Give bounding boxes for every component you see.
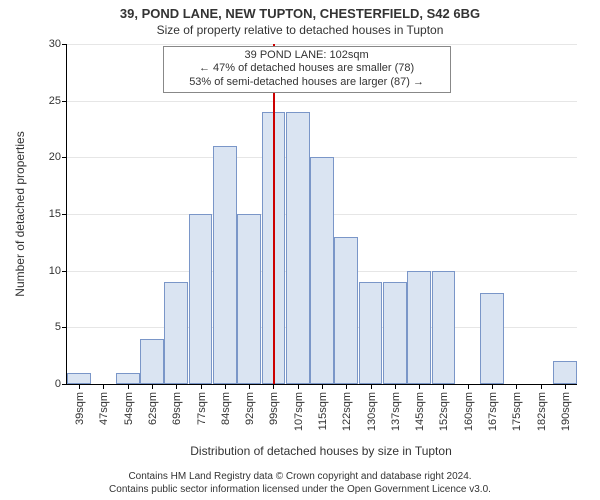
x-tick-mark (79, 384, 80, 389)
x-tick-mark (298, 384, 299, 389)
y-tick-label: 25 (49, 95, 67, 107)
x-tick-mark (443, 384, 444, 389)
x-tick-label: 152sqm (436, 392, 450, 431)
x-tick-label: 62sqm (145, 392, 159, 425)
x-tick-label: 54sqm (121, 392, 135, 425)
x-tick-mark (371, 384, 372, 389)
histogram-bar (116, 373, 140, 384)
x-tick-mark (128, 384, 129, 389)
x-tick-label: 77sqm (194, 392, 208, 425)
x-tick-label: 160sqm (461, 392, 475, 431)
reference-line (273, 44, 275, 384)
histogram-bar (407, 271, 431, 384)
y-tick-label: 5 (55, 321, 67, 333)
histogram-bar (359, 282, 383, 384)
histogram-bar (164, 282, 188, 384)
x-tick-label: 107sqm (291, 392, 305, 431)
x-tick-label: 190sqm (558, 392, 572, 431)
gridline (67, 101, 577, 102)
histogram-bar (189, 214, 213, 384)
x-tick-label: 84sqm (218, 392, 232, 425)
x-tick-label: 130sqm (364, 392, 378, 431)
x-tick-mark (176, 384, 177, 389)
x-tick-mark (419, 384, 420, 389)
x-tick-label: 47sqm (96, 392, 110, 425)
x-tick-mark (273, 384, 274, 389)
x-tick-mark (322, 384, 323, 389)
y-tick-label: 10 (49, 265, 67, 277)
y-tick-label: 0 (55, 378, 67, 390)
x-tick-label: 39sqm (72, 392, 86, 425)
histogram-bar (383, 282, 407, 384)
histogram-bar (432, 271, 456, 384)
x-tick-mark (346, 384, 347, 389)
footer-line-1: Contains HM Land Registry data © Crown c… (0, 471, 600, 484)
x-tick-mark (492, 384, 493, 389)
x-tick-label: 167sqm (485, 392, 499, 431)
annotation-line: 39 POND LANE: 102sqm (168, 49, 446, 63)
y-tick-label: 30 (49, 38, 67, 50)
histogram-bar (553, 361, 577, 384)
x-tick-mark (468, 384, 469, 389)
chart-container: 39, POND LANE, NEW TUPTON, CHESTERFIELD,… (0, 0, 600, 500)
footer-line-2: Contains public sector information licen… (0, 484, 600, 497)
histogram-bar (237, 214, 261, 384)
histogram-bar (286, 112, 310, 384)
x-tick-mark (201, 384, 202, 389)
histogram-bar (334, 237, 358, 384)
x-tick-label: 115sqm (315, 392, 329, 430)
x-tick-label: 92sqm (242, 392, 256, 425)
plot-area: 05101520253039sqm47sqm54sqm62sqm69sqm77s… (66, 44, 577, 385)
x-tick-label: 137sqm (388, 392, 402, 431)
annotation-box: 39 POND LANE: 102sqm← 47% of detached ho… (163, 46, 451, 93)
histogram-bar (310, 157, 334, 384)
x-tick-label: 99sqm (266, 392, 280, 425)
x-tick-mark (103, 384, 104, 389)
histogram-bar (67, 373, 91, 384)
histogram-bar (480, 293, 504, 384)
x-tick-label: 69sqm (169, 392, 183, 425)
histogram-bar (213, 146, 237, 384)
x-tick-mark (516, 384, 517, 389)
y-axis-label: Number of detached properties (13, 131, 27, 296)
x-tick-label: 145sqm (412, 392, 426, 431)
x-tick-label: 175sqm (509, 392, 523, 431)
x-tick-label: 122sqm (339, 392, 353, 431)
x-tick-mark (565, 384, 566, 389)
x-tick-mark (395, 384, 396, 389)
x-tick-mark (541, 384, 542, 389)
y-tick-label: 15 (49, 208, 67, 220)
histogram-bar (140, 339, 164, 384)
chart-subtitle: Size of property relative to detached ho… (0, 23, 600, 37)
footer: Contains HM Land Registry data © Crown c… (0, 471, 600, 496)
annotation-line: ← 47% of detached houses are smaller (78… (168, 62, 446, 76)
x-tick-mark (225, 384, 226, 389)
x-tick-mark (249, 384, 250, 389)
y-tick-label: 20 (49, 151, 67, 163)
x-tick-mark (152, 384, 153, 389)
x-tick-label: 182sqm (534, 392, 548, 431)
x-axis-label: Distribution of detached houses by size … (190, 444, 452, 458)
annotation-line: 53% of semi-detached houses are larger (… (168, 76, 446, 90)
chart-title: 39, POND LANE, NEW TUPTON, CHESTERFIELD,… (0, 0, 600, 21)
